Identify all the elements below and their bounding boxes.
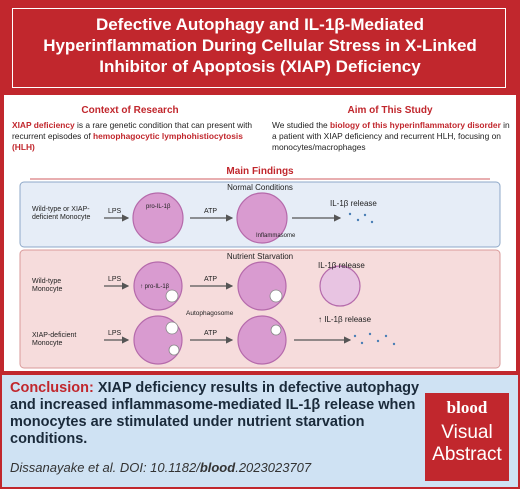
complex: Inflammasome (256, 233, 296, 239)
product: ↑ pro-IL-1β (140, 284, 170, 290)
release-dots (348, 212, 396, 346)
text: in a patient with XIAP deficiency and re… (272, 120, 510, 152)
context-heading: Context of Research (81, 105, 179, 116)
stimulus: ATP (204, 276, 218, 283)
logo-line: Visual (441, 422, 493, 443)
logo-box (425, 393, 509, 481)
logo: blood Visual Abstract (425, 398, 509, 466)
stimulus: LPS (108, 208, 122, 215)
stimulus: ATP (204, 208, 218, 215)
emphasis: biology of this hyperinflammatory disord… (330, 120, 501, 130)
emphasis: XIAP deficiency (12, 120, 75, 130)
vesicle: Autophagosome (186, 310, 234, 317)
text: is a rare genetic condition that can pre… (12, 120, 253, 141)
context-text: XIAP deficiency is a rare genetic condit… (12, 120, 257, 153)
panel-title: Nutrient Starvation (226, 252, 294, 261)
arrows (104, 214, 352, 344)
stimulus: LPS (108, 276, 122, 283)
findings-heading: Main Findings (226, 166, 294, 177)
title: Defective Autophagy and IL-1β-Mediated H… (43, 15, 477, 76)
aim-heading: Aim of This Study (347, 105, 433, 116)
stimulus: LPS (108, 330, 122, 337)
stimulus: ATP (204, 330, 218, 337)
aim-text: We studied the biology of this hyperinfl… (272, 120, 512, 153)
journal: blood (199, 460, 236, 475)
conclusion: Conclusion: XIAP deficiency results in d… (10, 380, 420, 448)
outcome: ↑ IL-1β release (318, 315, 372, 324)
emphasis: hemophagocytic lymphohistiocytosis (HLH) (12, 131, 243, 152)
outcome: IL-1β release (330, 199, 377, 208)
cell-label: Wild-type or XIAP-deficient Monocyte (32, 206, 91, 221)
title-frame (12, 8, 506, 88)
citation: Dissanayake et al. DOI: 10.1182/blood.20… (10, 460, 311, 475)
cell-label: Wild-type Monocyte (32, 278, 63, 293)
citation-text: .2023023707 (235, 460, 312, 475)
outcome: IL-1β release (318, 261, 365, 270)
citation-text: Dissanayake et al. DOI: 10.1182/ (10, 460, 200, 475)
conclusion-text: XIAP deficiency results in defective aut… (10, 380, 420, 447)
logo-line: Abstract (432, 444, 502, 465)
product: pro-IL-1β (146, 204, 171, 210)
text: We studied the (272, 120, 331, 130)
cell-label: XIAP-deficient Monocyte (32, 332, 77, 347)
logo-brand: blood (446, 398, 488, 417)
conclusion-label: Conclusion: (10, 380, 94, 396)
autophagosomes (165, 289, 283, 356)
panel-title: Normal Conditions (227, 183, 293, 192)
